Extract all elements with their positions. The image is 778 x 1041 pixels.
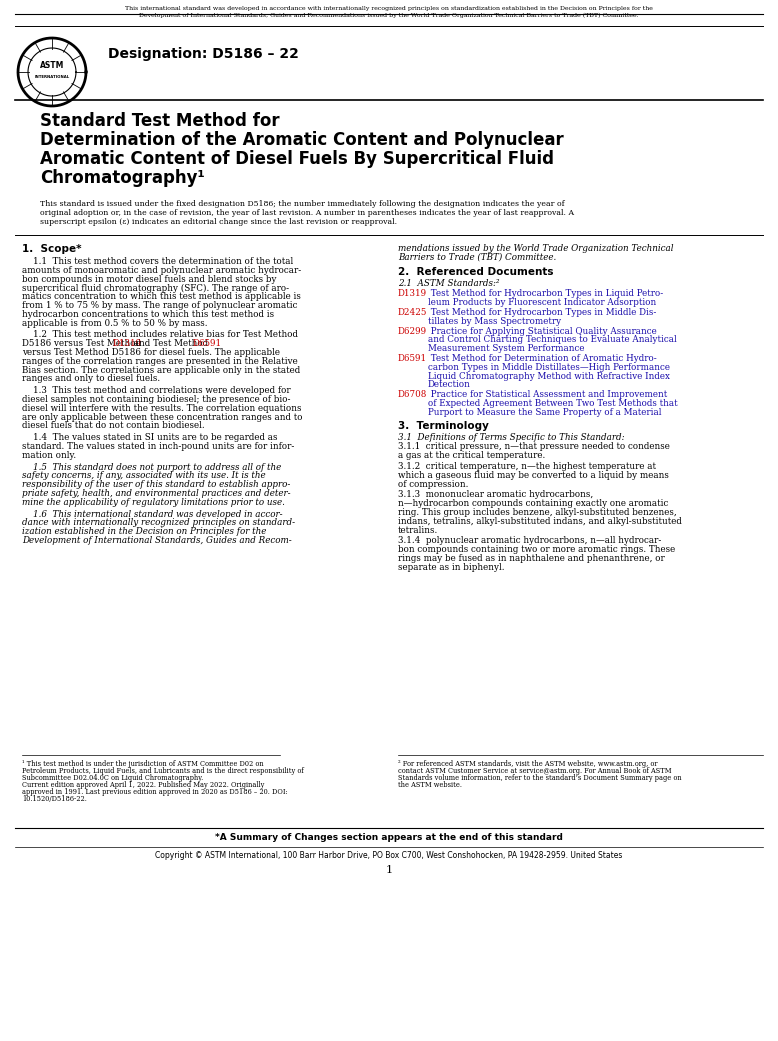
Text: D1319: D1319 (113, 339, 142, 348)
Text: applicable is from 0.5 % to 50 % by mass.: applicable is from 0.5 % to 50 % by mass… (22, 319, 208, 328)
Text: the ASTM website.: the ASTM website. (398, 781, 462, 789)
Text: Standards volume information, refer to the standard’s Document Summary page on: Standards volume information, refer to t… (398, 775, 682, 782)
Text: leum Products by Fluorescent Indicator Adsorption: leum Products by Fluorescent Indicator A… (428, 298, 657, 307)
Text: and Control Charting Techniques to Evaluate Analytical: and Control Charting Techniques to Evalu… (428, 335, 677, 345)
Text: of Expected Agreement Between Two Test Methods that: of Expected Agreement Between Two Test M… (428, 399, 678, 408)
Text: are only applicable between these concentration ranges and to: are only applicable between these concen… (22, 412, 303, 422)
Text: Subcommittee D02.04.0C on Liquid Chromatography.: Subcommittee D02.04.0C on Liquid Chromat… (22, 775, 203, 782)
Text: contact ASTM Customer Service at service@astm.org. For Annual Book of ASTM: contact ASTM Customer Service at service… (398, 767, 671, 775)
Text: versus Test Method D5186 for diesel fuels. The applicable: versus Test Method D5186 for diesel fuel… (22, 348, 280, 357)
Text: 1.3  This test method and correlations were developed for: 1.3 This test method and correlations we… (22, 386, 291, 396)
Text: Development of International Standards, Guides and Recom-: Development of International Standards, … (22, 536, 292, 545)
Text: D2425: D2425 (398, 308, 427, 318)
Text: supercritical fluid chromatography (SFC). The range of aro-: supercritical fluid chromatography (SFC)… (22, 283, 289, 293)
Text: Detection: Detection (428, 380, 471, 389)
Text: D5186 versus Test Method: D5186 versus Test Method (22, 339, 144, 348)
Text: ization established in the Decision on Principles for the: ization established in the Decision on P… (22, 527, 266, 536)
Text: 2.1  ASTM Standards:²: 2.1 ASTM Standards:² (398, 279, 499, 287)
Text: safety concerns, if any, associated with its use. It is the: safety concerns, if any, associated with… (22, 472, 265, 480)
Text: 1.  Scope*: 1. Scope* (22, 244, 82, 254)
Text: 3.  Terminology: 3. Terminology (398, 421, 489, 431)
Text: Current edition approved April 1, 2022. Published May 2022. Originally: Current edition approved April 1, 2022. … (22, 781, 265, 789)
Text: ranges and only to diesel fuels.: ranges and only to diesel fuels. (22, 375, 160, 383)
Text: from 1 % to 75 % by mass. The range of polynuclear aromatic: from 1 % to 75 % by mass. The range of p… (22, 301, 297, 310)
Text: This standard is issued under the fixed designation D5186; the number immediatel: This standard is issued under the fixed … (40, 200, 565, 208)
Text: ranges of the correlation ranges are presented in the Relative: ranges of the correlation ranges are pre… (22, 357, 298, 365)
Text: superscript epsilon (ε) indicates an editorial change since the last revision or: superscript epsilon (ε) indicates an edi… (40, 218, 397, 226)
Text: mendations issued by the World Trade Organization Technical: mendations issued by the World Trade Org… (398, 244, 674, 253)
Text: Determination of the Aromatic Content and Polynuclear: Determination of the Aromatic Content an… (40, 131, 564, 149)
Text: tillates by Mass Spectrometry: tillates by Mass Spectrometry (428, 316, 561, 326)
Text: *A Summary of Changes section appears at the end of this standard: *A Summary of Changes section appears at… (215, 833, 563, 842)
Text: 3.1.1  critical pressure, n—that pressure needed to condense: 3.1.1 critical pressure, n—that pressure… (398, 442, 670, 452)
Text: Liquid Chromatography Method with Refractive Index: Liquid Chromatography Method with Refrac… (428, 372, 670, 381)
Text: Test Method for Hydrocarbon Types in Middle Dis-: Test Method for Hydrocarbon Types in Mid… (428, 308, 657, 318)
Text: D6591: D6591 (398, 354, 427, 363)
Text: Measurement System Performance: Measurement System Performance (428, 345, 584, 353)
Text: n—hydrocarbon compounds containing exactly one aromatic: n—hydrocarbon compounds containing exact… (398, 500, 668, 508)
Text: 3.1.3  mononuclear aromatic hydrocarbons,: 3.1.3 mononuclear aromatic hydrocarbons, (398, 490, 594, 500)
Text: 1.6  This international standard was developed in accor-: 1.6 This international standard was deve… (22, 510, 282, 518)
Text: D6708: D6708 (398, 390, 427, 399)
Text: priate safety, health, and environmental practices and deter-: priate safety, health, and environmental… (22, 489, 291, 498)
Text: D6591: D6591 (192, 339, 221, 348)
Text: 3.1.2  critical temperature, n—the highest temperature at: 3.1.2 critical temperature, n—the highes… (398, 462, 656, 471)
Text: 1.2  This test method includes relative bias for Test Method: 1.2 This test method includes relative b… (22, 330, 298, 339)
Text: carbon Types in Middle Distillates—High Performance: carbon Types in Middle Distillates—High … (428, 363, 670, 372)
Text: ASTM: ASTM (40, 60, 65, 70)
Text: 2.  Referenced Documents: 2. Referenced Documents (398, 266, 553, 277)
Text: ² For referenced ASTM standards, visit the ASTM website, www.astm.org, or: ² For referenced ASTM standards, visit t… (398, 760, 657, 768)
Text: Designation: D5186 – 22: Designation: D5186 – 22 (108, 47, 299, 61)
Text: Aromatic Content of Diesel Fuels By Supercritical Fluid: Aromatic Content of Diesel Fuels By Supe… (40, 150, 554, 168)
Text: diesel samples not containing biodiesel; the presence of bio-: diesel samples not containing biodiesel;… (22, 395, 290, 404)
Text: amounts of monoaromatic and polynuclear aromatic hydrocar-: amounts of monoaromatic and polynuclear … (22, 265, 301, 275)
Text: Test Method for Determination of Aromatic Hydro-: Test Method for Determination of Aromati… (428, 354, 657, 363)
Text: which a gaseous fluid may be converted to a liquid by means: which a gaseous fluid may be converted t… (398, 471, 669, 480)
Text: hydrocarbon concentrations to which this test method is: hydrocarbon concentrations to which this… (22, 310, 274, 319)
Text: Petroleum Products, Liquid Fuels, and Lubricants and is the direct responsibilit: Petroleum Products, Liquid Fuels, and Lu… (22, 767, 303, 775)
Text: ¹ This test method is under the jurisdiction of ASTM Committee D02 on: ¹ This test method is under the jurisdic… (22, 760, 264, 768)
Text: ring. This group includes benzene, alkyl-substituted benzenes,: ring. This group includes benzene, alkyl… (398, 508, 677, 517)
Text: Purport to Measure the Same Property of a Material: Purport to Measure the Same Property of … (428, 408, 661, 416)
Text: approved in 1991. Last previous edition approved in 2020 as D5186 – 20. DOI:: approved in 1991. Last previous edition … (22, 788, 288, 796)
Text: D6299: D6299 (398, 327, 427, 335)
Text: diesel fuels that do not contain biodiesel.: diesel fuels that do not contain biodies… (22, 422, 205, 430)
Text: 1.5  This standard does not purport to address all of the: 1.5 This standard does not purport to ad… (22, 462, 282, 472)
Text: Bias section. The correlations are applicable only in the stated: Bias section. The correlations are appli… (22, 365, 300, 375)
Text: D1319: D1319 (398, 289, 427, 299)
Text: responsibility of the user of this standard to establish appro-: responsibility of the user of this stand… (22, 480, 290, 489)
Text: and Test Method: and Test Method (131, 339, 211, 348)
Text: separate as in biphenyl.: separate as in biphenyl. (398, 563, 504, 572)
Text: This international standard was developed in accordance with internationally rec: This international standard was develope… (125, 6, 653, 11)
Text: Practice for Statistical Assessment and Improvement: Practice for Statistical Assessment and … (428, 390, 668, 399)
Text: 3.1.4  polynuclear aromatic hydrocarbons, n—all hydrocar-: 3.1.4 polynuclear aromatic hydrocarbons,… (398, 536, 661, 545)
Text: rings may be fused as in naphthalene and phenanthrene, or: rings may be fused as in naphthalene and… (398, 554, 664, 563)
Text: Test Method for Hydrocarbon Types in Liquid Petro-: Test Method for Hydrocarbon Types in Liq… (428, 289, 664, 299)
Text: bon compounds containing two or more aromatic rings. These: bon compounds containing two or more aro… (398, 545, 675, 554)
Text: mation only.: mation only. (22, 451, 76, 460)
Text: Practice for Applying Statistical Quality Assurance: Practice for Applying Statistical Qualit… (428, 327, 657, 335)
Text: Copyright © ASTM International, 100 Barr Harbor Drive, PO Box C700, West Conshoh: Copyright © ASTM International, 100 Barr… (156, 850, 622, 860)
Text: Development of International Standards, Guides and Recommendations issued by the: Development of International Standards, … (139, 12, 639, 19)
Text: diesel will interfere with the results. The correlation equations: diesel will interfere with the results. … (22, 404, 302, 413)
Text: original adoption or, in the case of revision, the year of last revision. A numb: original adoption or, in the case of rev… (40, 209, 574, 217)
Text: standard. The values stated in inch-pound units are for infor-: standard. The values stated in inch-poun… (22, 442, 294, 451)
Text: indans, tetralins, alkyl-substituted indans, and alkyl-substituted: indans, tetralins, alkyl-substituted ind… (398, 516, 682, 526)
Text: Standard Test Method for: Standard Test Method for (40, 112, 279, 130)
Text: tetralins.: tetralins. (398, 526, 438, 535)
Text: 10.1520/D5186-22.: 10.1520/D5186-22. (22, 795, 87, 803)
Text: mine the applicability of regulatory limitations prior to use.: mine the applicability of regulatory lim… (22, 498, 285, 507)
Text: bon compounds in motor diesel fuels and blend stocks by: bon compounds in motor diesel fuels and … (22, 275, 276, 283)
Text: 1: 1 (385, 865, 393, 875)
Text: 1.1  This test method covers the determination of the total: 1.1 This test method covers the determin… (22, 257, 293, 266)
Text: matics concentration to which this test method is applicable is: matics concentration to which this test … (22, 293, 301, 301)
Text: dance with internationally recognized principles on standard-: dance with internationally recognized pr… (22, 518, 295, 528)
Text: of compression.: of compression. (398, 480, 468, 488)
Text: Barriers to Trade (TBT) Committee.: Barriers to Trade (TBT) Committee. (398, 253, 556, 261)
Text: INTERNATIONAL: INTERNATIONAL (34, 75, 69, 79)
Text: 3.1  Definitions of Terms Specific to This Standard:: 3.1 Definitions of Terms Specific to Thi… (398, 433, 625, 441)
Text: a gas at the critical temperature.: a gas at the critical temperature. (398, 451, 545, 460)
Text: Chromatography¹: Chromatography¹ (40, 169, 205, 187)
Text: 1.4  The values stated in SI units are to be regarded as: 1.4 The values stated in SI units are to… (22, 433, 278, 442)
